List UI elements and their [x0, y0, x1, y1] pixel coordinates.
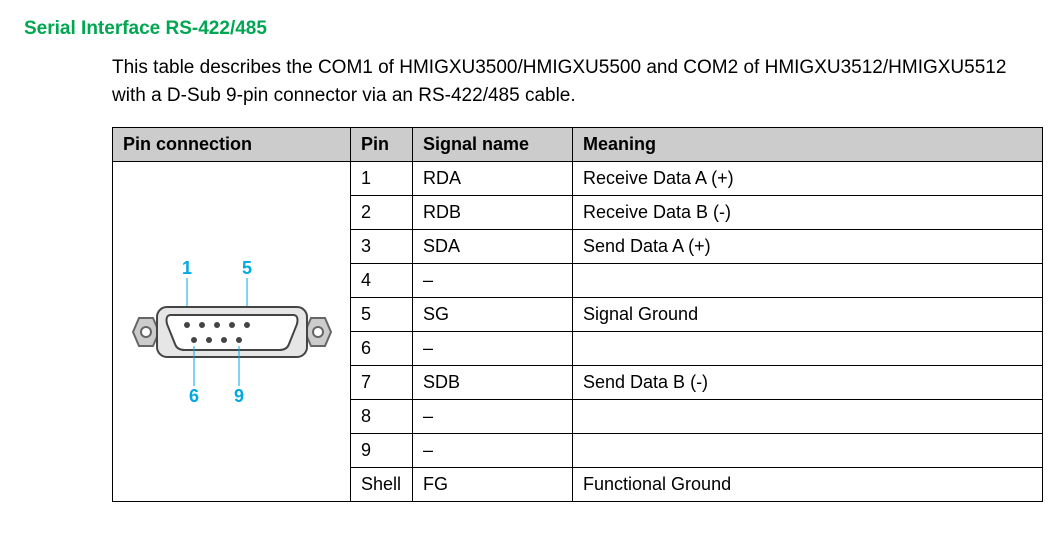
col-header-pin: Pin	[351, 128, 413, 162]
cell-meaning: Send Data B (-)	[573, 366, 1043, 400]
cell-pin: 9	[351, 434, 413, 468]
pin-label-9: 9	[233, 386, 243, 406]
cell-meaning	[573, 332, 1043, 366]
cell-pin: 6	[351, 332, 413, 366]
table-header-row: Pin connection Pin Signal name Meaning	[113, 128, 1043, 162]
cell-pin: Shell	[351, 468, 413, 502]
table-row: 1 5	[113, 162, 1043, 196]
col-header-signal: Signal name	[413, 128, 573, 162]
cell-pin: 4	[351, 264, 413, 298]
cell-signal: RDA	[413, 162, 573, 196]
section-title: Serial Interface RS-422/485	[24, 18, 1031, 40]
dsub9-connector-icon: 1 5	[127, 252, 337, 412]
cell-signal: –	[413, 332, 573, 366]
cell-signal: SDB	[413, 366, 573, 400]
cell-signal: SG	[413, 298, 573, 332]
cell-pin: 8	[351, 400, 413, 434]
mount-right-icon	[305, 318, 331, 346]
col-header-meaning: Meaning	[573, 128, 1043, 162]
cell-signal: SDA	[413, 230, 573, 264]
cell-pin: 7	[351, 366, 413, 400]
cell-signal: FG	[413, 468, 573, 502]
col-header-connection: Pin connection	[113, 128, 351, 162]
pin-label-6: 6	[188, 386, 198, 406]
cell-pin: 3	[351, 230, 413, 264]
cell-meaning: Receive Data B (-)	[573, 196, 1043, 230]
connector-cell: 1 5	[113, 162, 351, 502]
cell-signal: –	[413, 434, 573, 468]
cell-pin: 2	[351, 196, 413, 230]
intro-text: This table describes the COM1 of HMIGXU3…	[24, 54, 1031, 109]
cell-signal: –	[413, 400, 573, 434]
cell-meaning: Functional Ground	[573, 468, 1043, 502]
pinout-table: Pin connection Pin Signal name Meaning 1…	[112, 127, 1043, 502]
table-wrapper: Pin connection Pin Signal name Meaning 1…	[24, 127, 1031, 502]
cell-meaning: Send Data A (+)	[573, 230, 1043, 264]
cell-meaning: Receive Data A (+)	[573, 162, 1043, 196]
cell-meaning: Signal Ground	[573, 298, 1043, 332]
cell-pin: 5	[351, 298, 413, 332]
cell-meaning	[573, 434, 1043, 468]
cell-pin: 1	[351, 162, 413, 196]
cell-meaning	[573, 400, 1043, 434]
pin-label-5: 5	[241, 258, 251, 278]
cell-meaning	[573, 264, 1043, 298]
pin-label-1: 1	[181, 258, 191, 278]
cell-signal: –	[413, 264, 573, 298]
cell-signal: RDB	[413, 196, 573, 230]
mount-left-icon	[133, 318, 159, 346]
